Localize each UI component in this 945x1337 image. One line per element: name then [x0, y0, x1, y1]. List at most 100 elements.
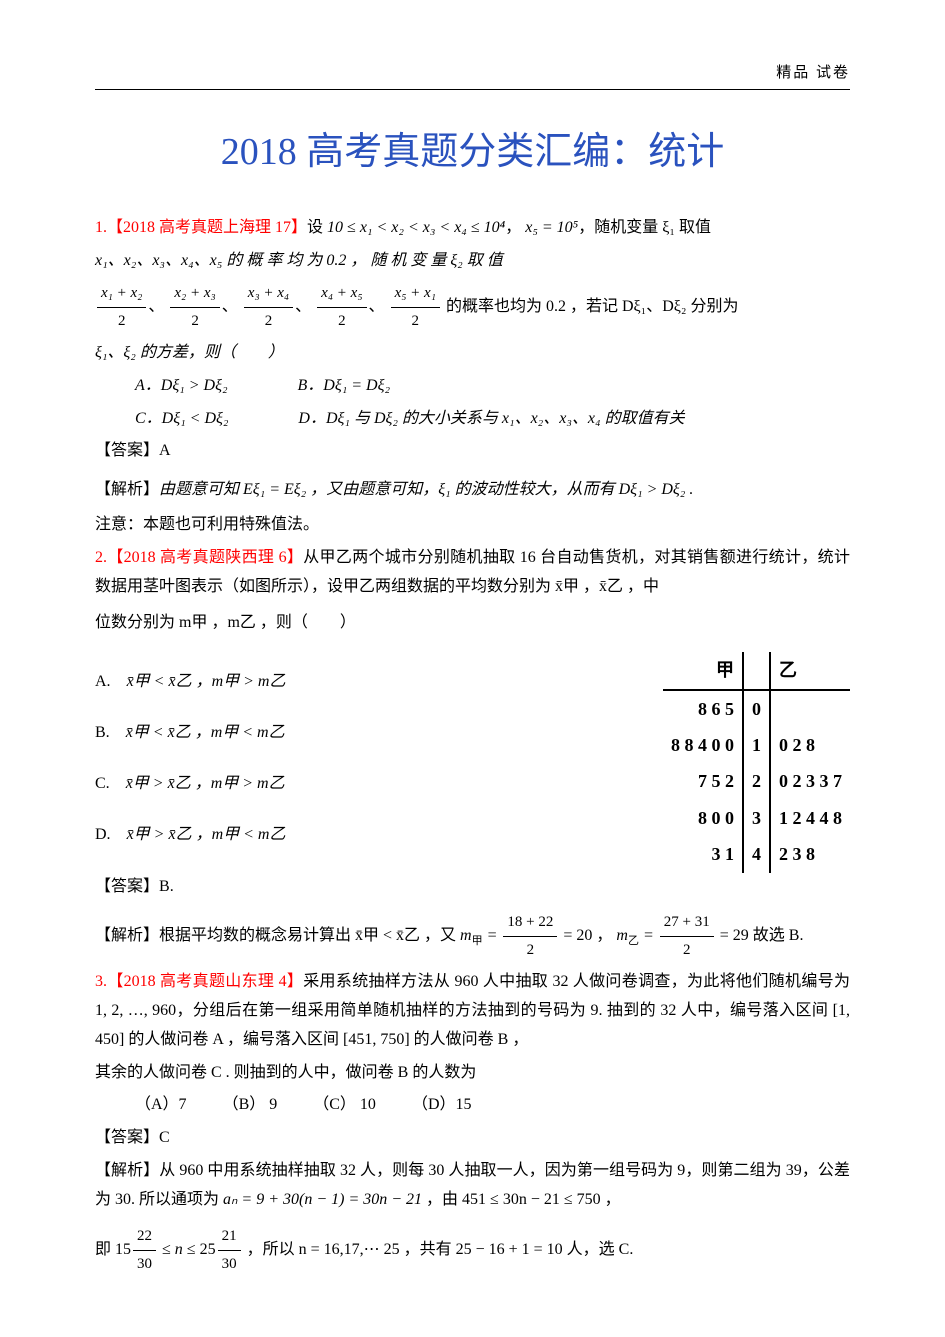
- q2-exp-label: 【解析】: [95, 927, 159, 944]
- sl-r0-r: [770, 690, 850, 727]
- q3-f2: 2130: [218, 1223, 241, 1278]
- q3-opt-d: （D）15: [412, 1096, 472, 1113]
- q1-fr3-num: x₃ + x₄: [244, 280, 293, 308]
- sl-r2-l: 7 5 2: [663, 763, 743, 799]
- q1-frac4: x₄ + x₅2: [317, 280, 366, 335]
- q3-options: （A）7 （B） 9 （C） 10 （D）15: [135, 1091, 850, 1120]
- q1-note: 注意：本题也可利用特殊值法。: [95, 511, 850, 540]
- q3-f2-den: 30: [218, 1251, 241, 1278]
- sl-r3-s: 3: [743, 800, 770, 836]
- q1-source: 【2018 高考真题上海理 17】: [107, 219, 307, 236]
- q1-fr4-num: x₄ + x₅: [317, 280, 366, 308]
- q1-fr2-den: 2: [170, 308, 219, 335]
- q2-optB-text: x̄甲 < x̄乙 ，m甲 < m乙: [126, 724, 285, 741]
- sl-row-0: 8 6 50: [663, 690, 850, 727]
- q2-optB-pre: B.: [95, 724, 126, 741]
- q1-options-row2: C．Dξ₁ < Dξ₂ D．Dξ₁ 与 Dξ₂ 的大小关系与 x₁、x₂、x₃、…: [135, 405, 850, 434]
- q2-optC-pre: C.: [95, 775, 126, 792]
- q3-explanation-2: 即 152230 ≤ n ≤ 252130 ，所以 n = 16,17,⋯ 25…: [95, 1223, 850, 1278]
- q2-source: 【2018 高考真题陕西理 6】: [107, 549, 303, 566]
- q1-text-a: 设: [307, 219, 323, 236]
- sl-head-l: 甲: [663, 652, 743, 689]
- q3-explanation: 【解析】从 960 中用系统抽样抽取 32 人，则每 30 人抽取一人，因为第一…: [95, 1157, 850, 1215]
- q1-exp-label: 【解析】: [95, 481, 159, 498]
- sl-head-stem: [743, 652, 770, 689]
- q1-frac3: x₃ + x₄2: [244, 280, 293, 335]
- q1-line3b: 的概率也均为 0.2 ，若记 Dξ₁、Dξ₂ 分别为: [446, 298, 739, 315]
- q1-opt-a: A．Dξ₁ > Dξ₂: [135, 372, 228, 401]
- q2-opt-a: A. x̄甲 < x̄乙 ，m甲 > m乙: [95, 668, 510, 697]
- sl-head-r: 乙: [770, 652, 850, 689]
- q3-stem2: 其余的人做问卷 C . 则抽到的人中，做问卷 B 的人数为: [95, 1059, 850, 1088]
- q2-m1-var: m甲 =: [460, 927, 501, 944]
- q1-fr2-num: x₂ + x₃: [170, 280, 219, 308]
- q1-stem-line3: x₁ + x₂2、 x₂ + x₃2、 x₃ + x₄2、 x₄ + x₅2、 …: [95, 280, 850, 335]
- q1-fr1-den: 2: [97, 308, 146, 335]
- q1-fr5-num: x₅ + x₁: [391, 280, 440, 308]
- q1-frac5: x₅ + x₁2: [391, 280, 440, 335]
- q2-m2-var: m乙 =: [616, 927, 657, 944]
- sl-r2-r: 0 2 3 3 7: [770, 763, 850, 799]
- q3-f2-int: 25: [200, 1241, 216, 1258]
- q1-options-row1: A．Dξ₁ > Dξ₂ B．Dξ₁ = Dξ₂: [135, 372, 850, 401]
- sl-r2-s: 2: [743, 763, 770, 799]
- sl-r1-r: 0 2 8: [770, 727, 850, 763]
- q1-sep2: ，随机变量 ξ₁ 取值: [578, 219, 711, 236]
- q2-m1-eq: = 20: [563, 927, 592, 944]
- q1-fr5-den: 2: [391, 308, 440, 335]
- q1-range: 10 ≤ x₁ < x₂ < x₃ < x₄ ≤ 10⁴: [327, 219, 505, 236]
- q1-frac1: x₁ + x₂2: [97, 280, 146, 335]
- q2-m1-den: 2: [503, 937, 557, 964]
- q2-opt-d: D. x̄甲 > x̄乙 ，m甲 < m乙: [95, 821, 510, 850]
- q1-fr3-den: 2: [244, 308, 293, 335]
- header-watermark: 精品 试卷: [95, 60, 850, 90]
- q2-answer: 【答案】B.: [95, 873, 850, 902]
- sl-r4-l: 3 1: [663, 836, 743, 872]
- q1-x5: x₅ = 10⁵: [525, 219, 578, 236]
- q2-ans: B.: [159, 878, 174, 895]
- sl-row-1: 8 8 4 0 010 2 8: [663, 727, 850, 763]
- sl-r4-r: 2 3 8: [770, 836, 850, 872]
- sl-r4-s: 4: [743, 836, 770, 872]
- q1-sep1: ，: [505, 219, 521, 236]
- q3-exp-c: ，所以 n = 16,17,⋯ 25 ，共有 25 − 16 + 1 = 10 …: [247, 1241, 634, 1258]
- sl-r0-l: 8 6 5: [663, 690, 743, 727]
- q3-f1-int: 15: [115, 1241, 131, 1258]
- q2-number: 2.: [95, 549, 107, 566]
- q2-exp-b: 故选 B.: [753, 927, 804, 944]
- q2-opt-b: B. x̄甲 < x̄乙 ，m甲 < m乙: [95, 719, 510, 748]
- q2-optA-pre: A.: [95, 673, 127, 690]
- q3-leq1: ≤ n ≤: [162, 1241, 200, 1258]
- q2-optC-text: x̄甲 > x̄乙 ，m甲 > m乙: [126, 775, 285, 792]
- q3-opt-a: （A）7: [135, 1096, 187, 1113]
- q3-stem: 3.【2018 高考真题山东理 4】采用系统抽样方法从 960 人中抽取 32 …: [95, 968, 850, 1054]
- q1-frac2: x₂ + x₃2: [170, 280, 219, 335]
- q1-fr1-num: x₁ + x₂: [97, 280, 146, 308]
- q2-m2-eq: = 29: [720, 927, 749, 944]
- q2-optA-text: x̄甲 < x̄乙 ，m甲 > m乙: [127, 673, 286, 690]
- q2-exp-mid: ，: [596, 927, 612, 944]
- q3-opt-b: （B） 9: [223, 1096, 278, 1113]
- q1-opt-b: B．Dξ₁ = Dξ₂: [298, 372, 391, 401]
- q2-optD-text: x̄甲 > x̄乙 ，m甲 < m乙: [127, 826, 286, 843]
- page: 精品 试卷 2018 高考真题分类汇编：统计 1.【2018 高考真题上海理 1…: [0, 0, 945, 1322]
- q3-f1-den: 30: [133, 1251, 156, 1278]
- q3-f2-num: 21: [218, 1223, 241, 1251]
- sl-r1-l: 8 8 4 0 0: [663, 727, 743, 763]
- q1-line4: ξ₁、ξ₂ 的方差，则（ ）: [95, 344, 284, 361]
- q1-stem-line1: 1.【2018 高考真题上海理 17】设 10 ≤ x₁ < x₂ < x₃ <…: [95, 214, 850, 243]
- q2-explanation: 【解析】根据平均数的概念易计算出 x̄甲 < x̄乙 ，又 m甲 = 18 + …: [95, 909, 850, 964]
- q1-opt-d: D．Dξ₁ 与 Dξ₂ 的大小关系与 x₁、x₂、x₃、x₄ 的取值有关: [298, 405, 684, 434]
- q3-exp-label: 【解析】: [95, 1162, 159, 1179]
- q1-ans: A: [159, 442, 171, 459]
- q1-stem-line4: ξ₁、ξ₂ 的方差，则（ ）: [95, 339, 850, 368]
- q1-answer: 【答案】A: [95, 437, 850, 466]
- q3-number: 3.: [95, 973, 107, 990]
- q2-ans-label: 【答案】: [95, 878, 159, 895]
- q3-ans: C: [159, 1129, 170, 1146]
- q1-ans-label: 【答案】: [95, 442, 159, 459]
- q2-body: A. x̄甲 < x̄乙 ，m甲 > m乙 B. x̄甲 < x̄乙 ，m甲 <…: [95, 646, 850, 872]
- q2-m2-num: 27 + 31: [660, 909, 714, 937]
- q3-an: aₙ = 9 + 30(n − 1) = 30n − 21: [223, 1191, 422, 1208]
- q1-stem-line2: x₁、x₂、x₃、x₄、x₅ 的 概 率 均 为 0.2 ， 随 机 变 量 ξ…: [95, 247, 850, 276]
